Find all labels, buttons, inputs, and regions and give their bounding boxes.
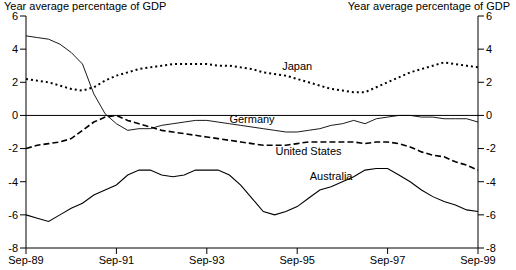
svg-text:0: 0 bbox=[486, 109, 492, 121]
svg-text:Germany: Germany bbox=[229, 113, 275, 125]
svg-text:United States: United States bbox=[275, 145, 342, 157]
svg-text:Sep-95: Sep-95 bbox=[279, 254, 314, 266]
svg-text:2: 2 bbox=[12, 76, 18, 88]
svg-text:Sep-97: Sep-97 bbox=[370, 254, 405, 266]
svg-text:-2: -2 bbox=[486, 142, 496, 154]
svg-text:4: 4 bbox=[486, 43, 492, 55]
svg-text:Sep-93: Sep-93 bbox=[189, 254, 224, 266]
svg-text:-8: -8 bbox=[486, 242, 496, 254]
svg-text:-4: -4 bbox=[8, 176, 18, 188]
svg-text:0: 0 bbox=[12, 109, 18, 121]
svg-text:-6: -6 bbox=[486, 209, 496, 221]
svg-text:Australia: Australia bbox=[310, 170, 354, 182]
svg-text:-4: -4 bbox=[486, 176, 496, 188]
html-text:Year average percentage of GDP: Year average percentage of GDP bbox=[347, 0, 510, 12]
svg-text:Japan: Japan bbox=[282, 60, 312, 72]
svg-text:-6: -6 bbox=[8, 209, 18, 221]
svg-text:6: 6 bbox=[12, 10, 18, 22]
svg-text:6: 6 bbox=[486, 10, 492, 22]
html-text:Year average percentage of GDP: Year average percentage of GDP bbox=[4, 0, 167, 12]
svg-text:-2: -2 bbox=[8, 142, 18, 154]
svg-text:2: 2 bbox=[486, 76, 492, 88]
svg-text:Sep-89: Sep-89 bbox=[8, 254, 43, 266]
svg-text:4: 4 bbox=[12, 43, 18, 55]
svg-text:Sep-91: Sep-91 bbox=[99, 254, 134, 266]
svg-text:-8: -8 bbox=[8, 242, 18, 254]
svg-text:Sep-99: Sep-99 bbox=[460, 254, 495, 266]
